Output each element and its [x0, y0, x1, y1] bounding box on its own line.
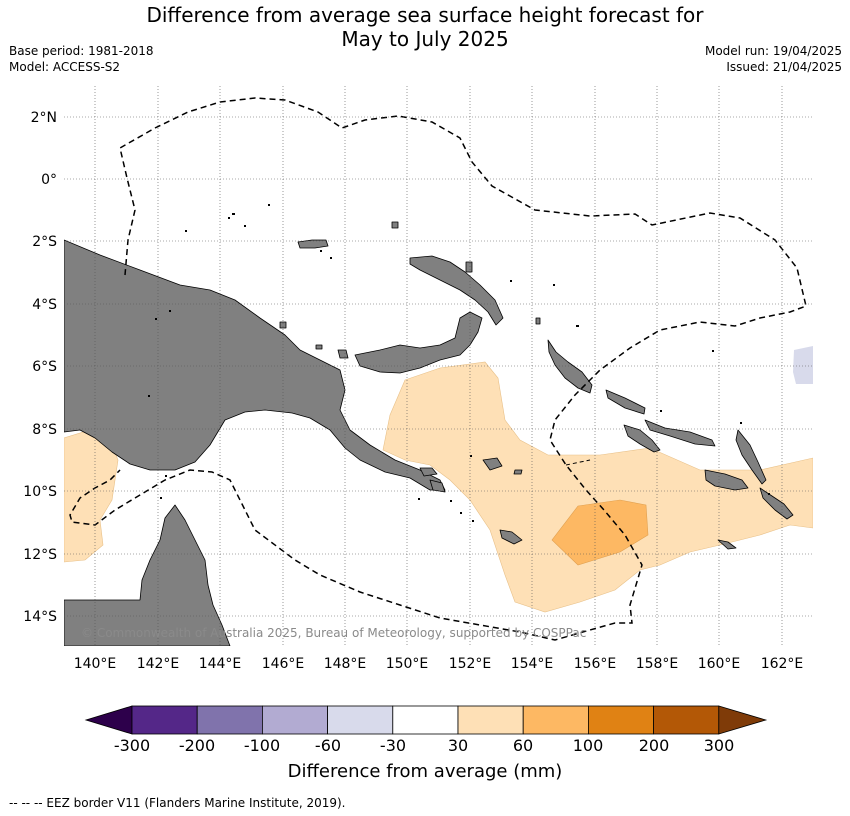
- normanby: [429, 479, 446, 493]
- gridlines: [64, 86, 813, 646]
- lon-label: 154°E: [511, 656, 554, 672]
- lat-label: 14°S: [23, 609, 57, 625]
- lat-label: 2°S: [32, 234, 57, 250]
- map-area: © Commonwealth of Australia 2025, Bureau…: [64, 86, 813, 646]
- cape-york: [64, 504, 231, 646]
- lon-label: 142°E: [137, 656, 180, 672]
- lon-label: 158°E: [636, 656, 679, 672]
- colorbar-tick: 100: [572, 736, 604, 755]
- new-guinea: [64, 239, 446, 491]
- manus: [297, 239, 329, 249]
- lat-label: 2°N: [31, 110, 57, 126]
- lat-label: 8°S: [32, 422, 57, 438]
- meta-right: Model run: 19/04/2025 Issued: 21/04/2025: [705, 43, 842, 75]
- colorbar-tick: -300: [113, 736, 151, 755]
- new-ireland: [409, 255, 504, 326]
- lon-label: 152°E: [449, 656, 492, 672]
- lat-label: 0°: [41, 172, 57, 188]
- colorbar-segment: [522, 705, 589, 735]
- malaita: [735, 429, 767, 485]
- islets: [148, 204, 770, 522]
- colorbar-segment: [392, 705, 459, 735]
- meta-left: Base period: 1981-2018 Model: ACCESS-S2: [9, 43, 154, 75]
- lat-labels: 2°N 0° 2°S 4°S 6°S 8°S 10°S 12°S 14°S: [23, 110, 57, 625]
- colorbar-segment: [457, 705, 524, 735]
- colorbar: [84, 705, 768, 735]
- eez-legend-note: -- -- -- EEZ border V11 (Flanders Marine…: [9, 796, 346, 810]
- karkar: [279, 321, 287, 329]
- colorbar-tick: 300: [703, 736, 735, 755]
- lat-label: 10°S: [23, 484, 57, 500]
- model-run: Model run: 19/04/2025: [704, 44, 842, 58]
- lon-label: 162°E: [761, 656, 804, 672]
- guadalcanal: [704, 469, 749, 491]
- rennell: [499, 529, 523, 545]
- lon-labels: 140°E 142°E 144°E 146°E 148°E 150°E 152°…: [74, 656, 804, 672]
- islet-2: [465, 261, 473, 273]
- anomaly-30-60: [64, 361, 813, 613]
- choiseul: [605, 389, 646, 415]
- colorbar-title: Difference from average (mm): [287, 761, 563, 782]
- model-name: Model: ACCESS-S2: [9, 60, 121, 74]
- colorbar-segment: [653, 705, 720, 735]
- anomaly-60-100: [551, 499, 649, 566]
- lon-label: 148°E: [324, 656, 367, 672]
- eez-border: [69, 97, 807, 641]
- colorbar-tick: -100: [243, 736, 281, 755]
- map-title: Difference from average sea surface heig…: [0, 3, 850, 51]
- colorbar-tick: 30: [447, 736, 469, 755]
- lon-label: 140°E: [74, 656, 117, 672]
- land: [64, 221, 794, 646]
- title-line-1: Difference from average sea surface heig…: [146, 3, 704, 27]
- new-georgia: [623, 424, 661, 453]
- lat-label: 12°S: [23, 547, 57, 563]
- base-period: Base period: 1981-2018: [9, 44, 154, 58]
- umboi: [337, 349, 349, 359]
- misima: [513, 469, 523, 475]
- colorbar-segment: [131, 705, 198, 735]
- colorbar-segment: [261, 705, 328, 735]
- lon-label: 160°E: [698, 656, 741, 672]
- long-island: [315, 344, 323, 350]
- colorbar-extend-low: [84, 705, 133, 735]
- lat-label: 6°S: [32, 359, 57, 375]
- colorbar-tick: 200: [638, 736, 670, 755]
- islet-3: [535, 317, 541, 325]
- colorbar-tick: -30: [379, 736, 407, 755]
- colorbar-tick: -60: [314, 736, 342, 755]
- rossel: [717, 539, 737, 550]
- issued-date: Issued: 21/04/2025: [726, 60, 842, 74]
- lon-label: 156°E: [574, 656, 617, 672]
- lon-label: 146°E: [262, 656, 305, 672]
- woodlark: [482, 457, 503, 471]
- colorbar-segment: [327, 705, 394, 735]
- makira: [759, 487, 794, 520]
- copyright-text: © Commonwealth of Australia 2025, Bureau…: [81, 626, 586, 640]
- colorbar-segment: [196, 705, 263, 735]
- santa-isabel: [644, 419, 716, 447]
- lat-label: 4°S: [32, 297, 57, 313]
- colorbar-segment: [588, 705, 655, 735]
- colorbar-tick: 60: [512, 736, 534, 755]
- colorbar-extend-high: [718, 705, 768, 735]
- bougainville: [547, 339, 593, 394]
- lon-label: 144°E: [199, 656, 242, 672]
- anomaly-neg-30-60: [793, 346, 813, 384]
- title-line-2: May to July 2025: [341, 27, 509, 51]
- fergusson: [419, 467, 438, 477]
- islet-1: [391, 221, 399, 229]
- colorbar-tick: -200: [178, 736, 216, 755]
- new-britain: [354, 311, 483, 374]
- lon-label: 150°E: [386, 656, 429, 672]
